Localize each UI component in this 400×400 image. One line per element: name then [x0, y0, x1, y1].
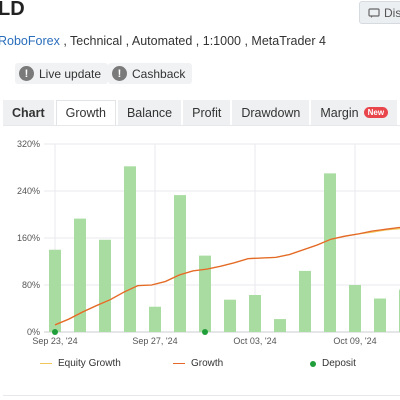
tab-margin[interactable]: Margin New — [311, 100, 398, 125]
y-tick-label: 320% — [17, 139, 40, 149]
deposit-marker — [202, 329, 208, 335]
legend-deposit[interactable]: Deposit — [310, 358, 356, 369]
growth-bar — [274, 319, 286, 332]
tab-label: Drawdown — [241, 105, 301, 120]
panel-bottom-rule — [3, 395, 400, 396]
legend-label: Deposit — [322, 358, 356, 369]
broker-link[interactable]: RoboForex — [0, 34, 60, 48]
cashback-label: Cashback — [132, 66, 186, 81]
growth-bar — [49, 249, 61, 332]
tab-label: Balance — [126, 105, 173, 120]
cashback-chip[interactable]: ! Cashback — [108, 63, 193, 84]
legend-line-icon — [173, 363, 185, 364]
x-tick-label: Sep 23, '24 — [32, 336, 77, 346]
growth-bar — [249, 294, 261, 332]
live-update-label: Live update — [39, 66, 102, 81]
growth-bar — [74, 218, 86, 332]
legend-dot-icon — [310, 360, 316, 367]
y-tick-label: 160% — [17, 233, 40, 243]
tab-profit[interactable]: Profit — [183, 100, 231, 125]
growth-bar — [199, 255, 211, 332]
legend-label: Equity Growth — [58, 358, 121, 369]
discuss-button[interactable]: Disc — [359, 1, 400, 24]
legend-label: Growth — [191, 358, 224, 369]
growth-bar — [349, 285, 361, 332]
new-badge: New — [363, 107, 389, 118]
tab-label: Growth — [65, 106, 106, 120]
growth-bar — [374, 298, 386, 332]
growth-bar — [224, 299, 236, 332]
chart-tabs: Chart Growth Balance Profit Drawdown Mar… — [3, 100, 398, 125]
page-title: LD — [0, 0, 25, 20]
x-tick-label: Oct 09, '24 — [333, 336, 376, 346]
legend-growth[interactable]: Growth — [173, 358, 223, 369]
tab-drawdown[interactable]: Drawdown — [232, 100, 310, 125]
x-tick-label: Sep 27, '24 — [132, 336, 177, 346]
system-subtitle: RoboForex , Technical , Automated , 1:10… — [0, 34, 326, 48]
growth-bar — [99, 239, 111, 332]
growth-chart: 0% 80% 160% 240% 320% Sep 23, '24 Sep 27, '24 O… — [17, 139, 400, 346]
growth-bar — [174, 195, 186, 332]
growth-bar — [324, 173, 336, 332]
system-details: , Technical , Automated , 1:1000 , MetaT… — [59, 34, 326, 48]
growth-line — [54, 226, 400, 326]
tab-divider — [3, 125, 400, 126]
growth-bar — [149, 306, 161, 332]
y-tick-label: 80% — [22, 280, 40, 290]
info-icon: ! — [19, 66, 34, 81]
legend-equity-growth[interactable]: Equity Growth — [40, 358, 121, 369]
growth-bar — [124, 166, 136, 332]
tab-chart[interactable]: Chart — [3, 100, 54, 125]
tab-label: Profit — [192, 105, 222, 120]
chat-icon — [368, 7, 380, 18]
deposit-marker — [52, 329, 58, 335]
tab-label: Margin — [320, 105, 359, 120]
y-tick-label: 0% — [27, 327, 40, 337]
info-icon: ! — [112, 66, 127, 81]
legend-line-icon — [40, 363, 52, 364]
tab-growth[interactable]: Growth — [55, 100, 116, 125]
live-update-chip[interactable]: ! Live update — [15, 63, 109, 84]
discuss-button-label: Disc — [384, 5, 400, 20]
growth-bar — [299, 270, 311, 332]
tab-label: Chart — [12, 105, 45, 120]
x-tick-label: Oct 03, '24 — [233, 336, 276, 346]
y-tick-label: 240% — [17, 186, 40, 196]
tab-balance[interactable]: Balance — [117, 100, 182, 125]
